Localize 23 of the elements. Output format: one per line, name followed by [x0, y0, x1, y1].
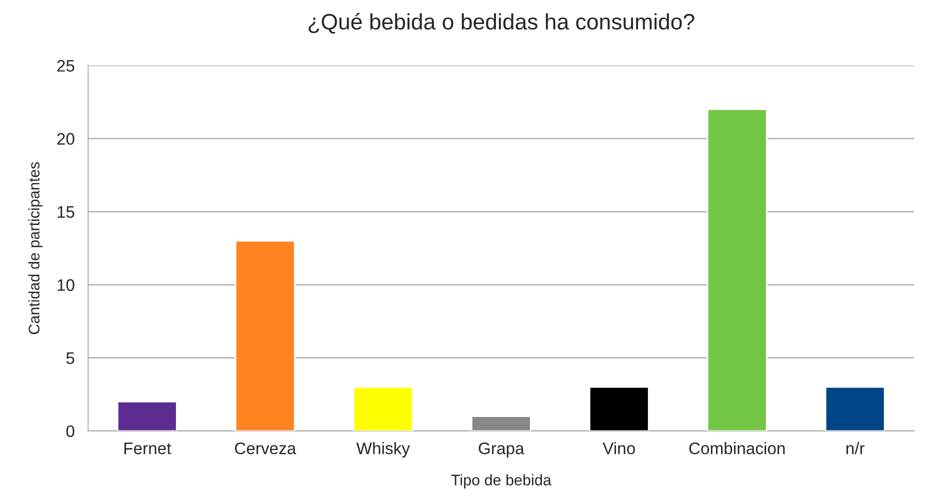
y-tick-label: 20	[57, 133, 74, 145]
x-tick-label: Combinacion	[689, 442, 785, 454]
bar	[234, 240, 296, 431]
bar	[470, 416, 532, 431]
bar	[116, 400, 178, 431]
x-axis-title: Tipo de bebida	[451, 474, 552, 488]
y-tick-label: 0	[66, 425, 74, 438]
chart-title: ¿Qué bebida o bedidas ha consumido?	[308, 13, 694, 34]
bar	[824, 386, 886, 431]
y-tick-label: 10	[58, 279, 74, 291]
x-tick-label: Cerveza	[234, 442, 296, 454]
x-tick-label: Vino	[602, 442, 635, 454]
x-tick-label: Grapa	[478, 442, 524, 458]
y-tick-label: 5	[66, 352, 74, 364]
y-tick-label: 25	[57, 60, 74, 72]
bar	[352, 386, 414, 431]
y-axis-title: Cantidad de participantes	[28, 162, 43, 334]
x-tick-label: n/r	[846, 442, 865, 454]
bar	[588, 386, 650, 431]
y-tick-label: 15	[58, 206, 74, 218]
x-tick-label: Fernet	[124, 442, 172, 454]
x-tick-label: Whisky	[356, 442, 410, 458]
bar	[706, 108, 768, 431]
